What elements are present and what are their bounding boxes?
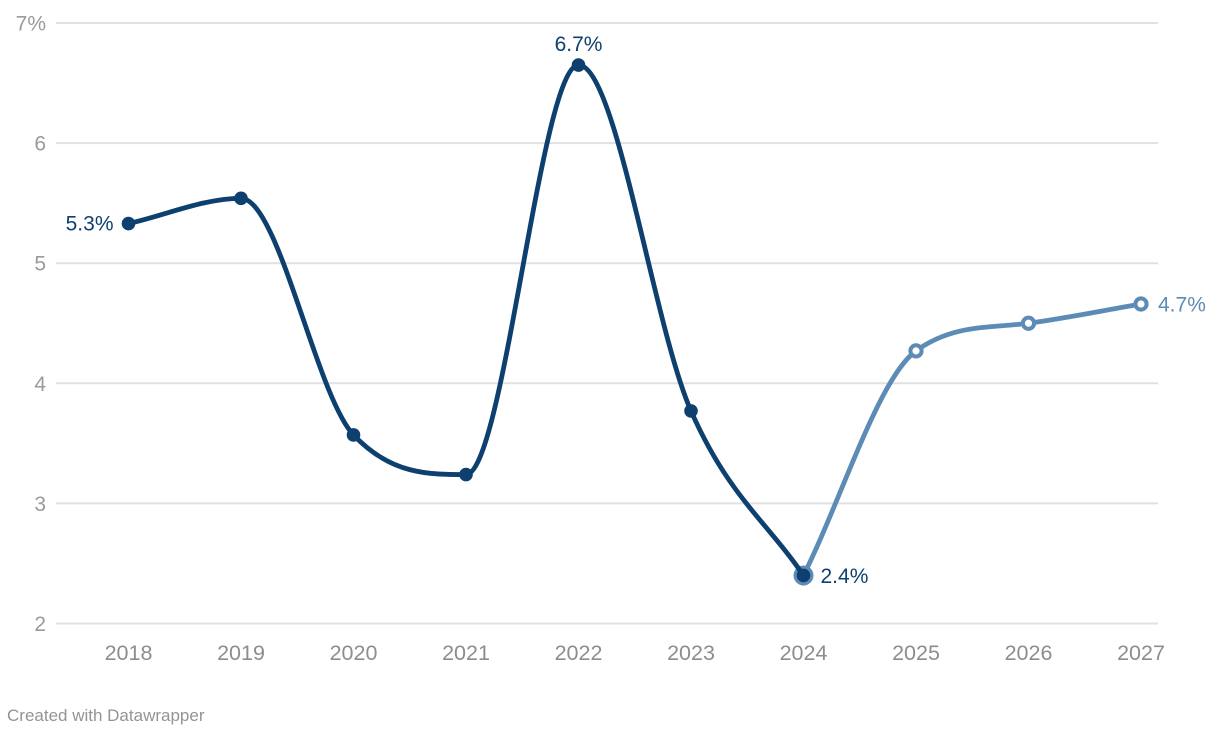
data-point-forecast[interactable] [1133,296,1149,312]
data-point-historical[interactable] [571,58,586,72]
data-point-forecast[interactable] [1020,315,1037,331]
data-point-historical[interactable] [346,428,361,442]
datawrapper-credit: Created with Datawrapper [7,706,205,725]
data-point-historical[interactable] [796,568,811,583]
y-axis-tick-label: 4 [34,373,46,396]
y-axis-tick-label: 2 [34,613,46,636]
y-axis-tick-label: 3 [34,493,46,516]
x-axis-tick-label: 2023 [667,641,715,665]
series-line-forecast [801,301,1144,578]
data-label: 4.7% [1158,294,1206,317]
y-axis-tick-label: 5 [34,253,46,276]
x-axis-tick-label: 2020 [330,641,378,665]
x-axis-tick-label: 2027 [1117,641,1165,665]
data-label: 6.7% [555,33,603,56]
data-label: 5.3% [66,213,114,236]
y-axis-tick-label: 7% [16,13,46,36]
x-axis-tick-label: 2021 [442,641,490,665]
x-axis-tick-label: 2024 [780,641,828,665]
data-point-forecast[interactable] [908,343,924,359]
x-axis-tick-label: 2026 [1005,641,1053,665]
data-point-historical[interactable] [459,467,473,482]
data-point-historical[interactable] [234,191,248,206]
data-point-historical[interactable] [121,216,136,231]
x-axis-tick-label: 2019 [217,641,265,665]
series-line-historical [126,62,806,578]
data-point-historical[interactable] [684,404,698,418]
x-axis-tick-label: 2018 [105,641,153,665]
x-axis-tick-label: 2025 [892,641,940,665]
data-label: 2.4% [821,565,869,588]
y-axis-tick-label: 6 [34,133,46,156]
x-axis-tick-label: 2022 [555,641,603,665]
